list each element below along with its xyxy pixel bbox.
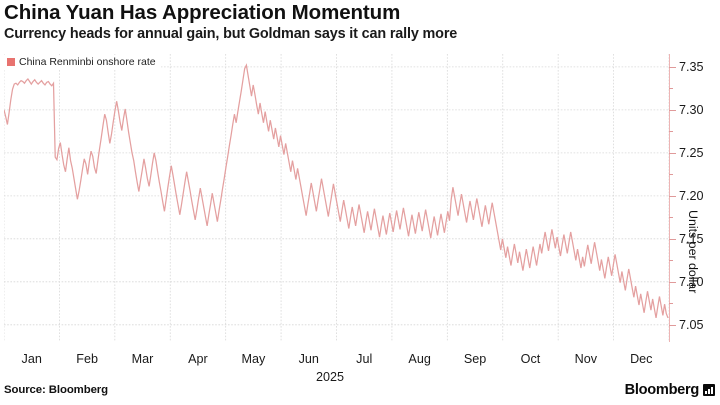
x-tick-label: Mar bbox=[131, 352, 154, 366]
y-axis-line bbox=[669, 54, 670, 342]
y-tick-label: 7.10 bbox=[679, 274, 704, 289]
bloomberg-brand: Bloomberg bbox=[625, 382, 715, 398]
y-tick-label: 7.05 bbox=[679, 317, 704, 332]
x-tick-label: Jun bbox=[298, 352, 319, 366]
y-tick-label: 7.20 bbox=[679, 188, 704, 203]
x-tick-label: May bbox=[241, 352, 266, 366]
x-tick-label: Nov bbox=[574, 352, 598, 366]
y-tick-mark bbox=[669, 238, 676, 240]
y-tick-mark-minor bbox=[669, 174, 673, 176]
x-axis-title: 2025 bbox=[315, 370, 345, 384]
y-tick-mark bbox=[669, 66, 676, 68]
source-note: Source: Bloomberg bbox=[4, 384, 108, 396]
y-tick-mark-minor bbox=[669, 217, 673, 219]
chart-legend: China Renminbi onshore rate bbox=[4, 55, 161, 70]
y-tick-mark-minor bbox=[669, 88, 673, 90]
y-tick-mark bbox=[669, 109, 676, 111]
y-tick-label: 7.25 bbox=[679, 145, 704, 160]
y-tick-mark-minor bbox=[669, 303, 673, 305]
x-tick-label: Jan bbox=[21, 352, 42, 366]
y-tick-mark-minor bbox=[669, 131, 673, 133]
x-tick-label: Sep bbox=[463, 352, 487, 366]
brand-wordmark: Bloomberg bbox=[624, 382, 700, 398]
y-tick-label: 7.35 bbox=[679, 59, 704, 74]
x-tick-label: Oct bbox=[520, 352, 541, 366]
y-tick-mark bbox=[669, 152, 676, 154]
page-title: China Yuan Has Appreciation Momentum bbox=[4, 1, 401, 24]
y-axis-title: Units per dollar bbox=[686, 210, 700, 294]
line-chart bbox=[4, 54, 669, 342]
y-tick-mark bbox=[669, 281, 676, 283]
x-tick-label: Jul bbox=[356, 352, 373, 366]
x-tick-label: Apr bbox=[188, 352, 208, 366]
legend-swatch-icon bbox=[7, 58, 15, 67]
y-tick-mark bbox=[669, 195, 676, 197]
x-tick-label: Dec bbox=[630, 352, 653, 366]
y-tick-label: 7.30 bbox=[679, 102, 704, 117]
x-tick-label: Feb bbox=[76, 352, 98, 366]
bloomberg-terminal-icon bbox=[703, 384, 715, 396]
y-tick-mark bbox=[669, 324, 676, 326]
y-tick-mark-minor bbox=[669, 260, 673, 262]
x-tick-label: Aug bbox=[408, 352, 431, 366]
chart-plot-area bbox=[4, 54, 669, 342]
legend-label: China Renminbi onshore rate bbox=[19, 56, 156, 68]
y-tick-label: 7.15 bbox=[679, 231, 704, 246]
page-subtitle: Currency heads for annual gain, but Gold… bbox=[4, 26, 458, 42]
